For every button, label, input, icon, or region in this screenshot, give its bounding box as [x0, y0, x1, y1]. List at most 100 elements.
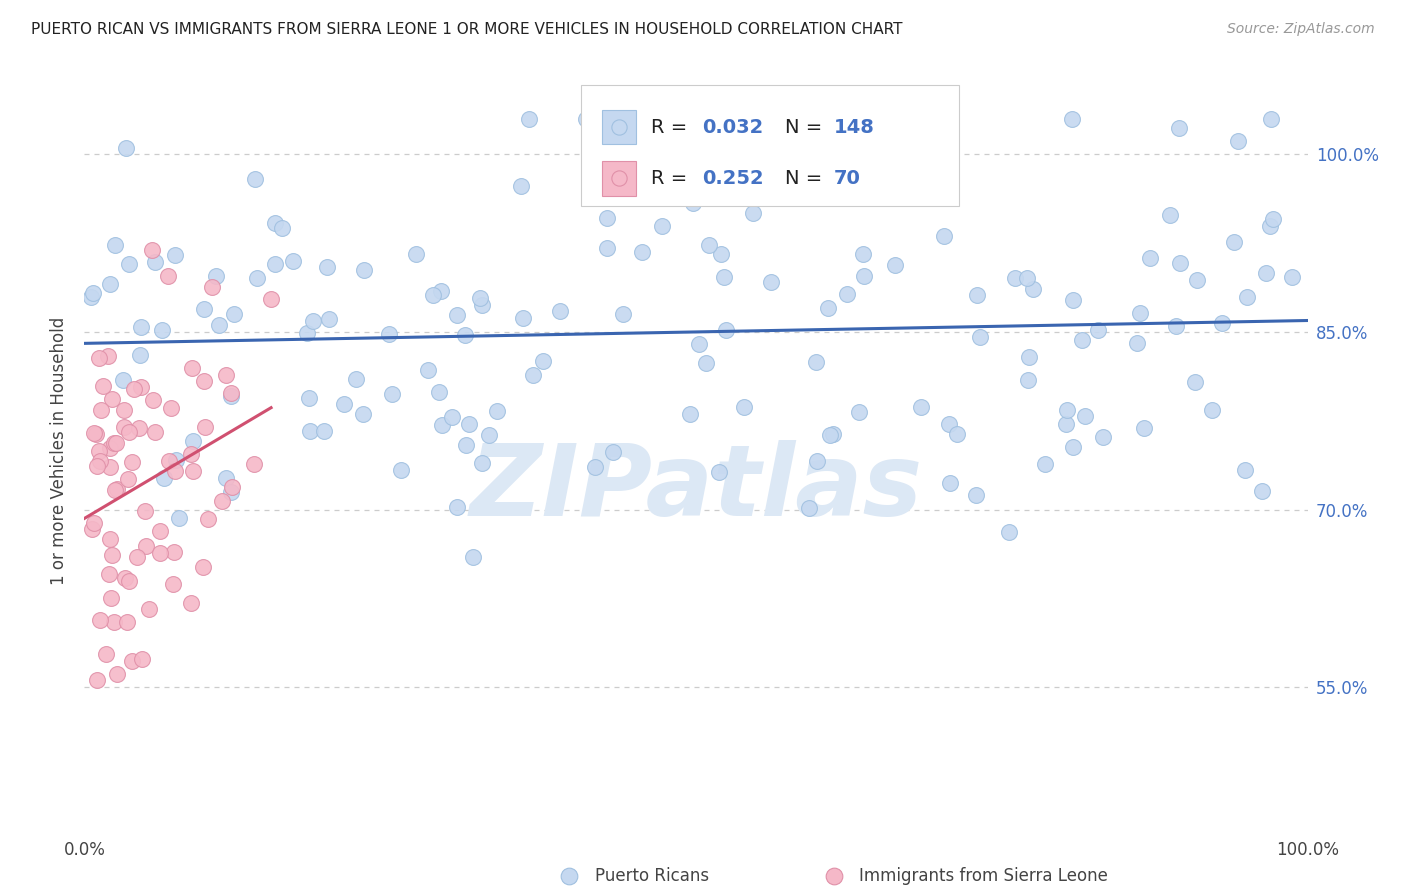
Point	[1133, 421, 1156, 435]
Point	[180, 447, 202, 461]
Point	[211, 493, 233, 508]
Point	[314, 424, 336, 438]
Point	[352, 407, 374, 421]
Y-axis label: 1 or more Vehicles in Household: 1 or more Vehicles in Household	[51, 317, 69, 584]
Point	[104, 435, 127, 450]
Point	[80, 290, 103, 304]
Point	[260, 292, 283, 306]
Point	[264, 216, 287, 230]
Point	[150, 323, 173, 337]
Point	[316, 260, 339, 275]
Point	[486, 403, 509, 417]
Point	[1254, 267, 1277, 281]
Point	[194, 420, 217, 434]
Point	[454, 328, 477, 343]
Point	[87, 444, 110, 458]
FancyBboxPatch shape	[602, 111, 636, 145]
Point	[163, 544, 186, 558]
Point	[135, 539, 157, 553]
Point	[422, 287, 444, 301]
Point	[378, 326, 401, 341]
Point	[118, 574, 141, 588]
Point	[149, 524, 172, 539]
Point	[389, 462, 412, 476]
Point	[299, 425, 322, 439]
Text: PUERTO RICAN VS IMMIGRANTS FROM SIERRA LEONE 1 OR MORE VEHICLES IN HOUSEHOLD COR: PUERTO RICAN VS IMMIGRANTS FROM SIERRA L…	[31, 22, 903, 37]
Point	[100, 392, 122, 407]
Point	[167, 511, 190, 525]
Point	[678, 112, 700, 126]
Point	[1062, 440, 1084, 454]
Point	[583, 460, 606, 475]
Point	[246, 271, 269, 285]
Point	[129, 380, 152, 394]
Point	[709, 246, 731, 260]
Point	[221, 386, 243, 401]
Point	[697, 238, 720, 252]
Point	[208, 318, 231, 333]
Point	[205, 268, 228, 283]
Point	[201, 280, 224, 294]
Point	[197, 511, 219, 525]
Point	[463, 550, 485, 565]
Text: Source: ZipAtlas.com: Source: ZipAtlas.com	[1227, 22, 1375, 37]
Point	[716, 323, 738, 337]
Point	[191, 559, 214, 574]
Point	[1054, 417, 1077, 431]
Point	[83, 516, 105, 531]
Text: N =: N =	[786, 169, 828, 188]
Point	[405, 247, 427, 261]
Point	[118, 425, 141, 440]
Point	[117, 472, 139, 486]
Point	[215, 368, 238, 382]
Point	[702, 191, 724, 205]
Point	[430, 418, 453, 433]
Point	[180, 595, 202, 609]
Point	[219, 485, 242, 500]
Point	[817, 301, 839, 315]
Point	[112, 420, 135, 434]
Point	[695, 356, 717, 370]
Point	[138, 601, 160, 615]
Point	[157, 454, 180, 468]
Point	[219, 389, 242, 403]
Point	[181, 360, 204, 375]
Text: 70: 70	[834, 169, 860, 188]
Point	[80, 522, 103, 536]
Point	[121, 455, 143, 469]
Point	[808, 179, 831, 194]
Point	[114, 571, 136, 585]
Text: R =: R =	[651, 118, 693, 136]
Text: 0.252: 0.252	[702, 169, 763, 188]
Point	[129, 319, 152, 334]
Point	[1018, 350, 1040, 364]
Point	[215, 471, 238, 485]
Point	[122, 382, 145, 396]
Point	[181, 434, 204, 448]
Point	[938, 417, 960, 432]
Point	[1234, 463, 1257, 477]
Point	[83, 426, 105, 441]
Point	[478, 428, 501, 442]
Point	[243, 457, 266, 471]
Point	[1167, 121, 1189, 136]
Point	[818, 427, 841, 442]
Point	[806, 453, 828, 467]
Point	[910, 400, 932, 414]
Point	[142, 392, 165, 407]
Point	[104, 238, 127, 252]
Point	[939, 476, 962, 491]
Point	[145, 255, 167, 269]
Point	[1139, 252, 1161, 266]
Point	[946, 426, 969, 441]
Point	[1260, 112, 1282, 126]
Point	[471, 456, 494, 470]
Point	[159, 401, 181, 416]
Point	[454, 438, 477, 452]
Point	[759, 275, 782, 289]
Point	[298, 391, 321, 405]
Point	[98, 532, 121, 546]
Point	[471, 298, 494, 312]
Point	[91, 379, 114, 393]
Point	[1250, 484, 1272, 499]
